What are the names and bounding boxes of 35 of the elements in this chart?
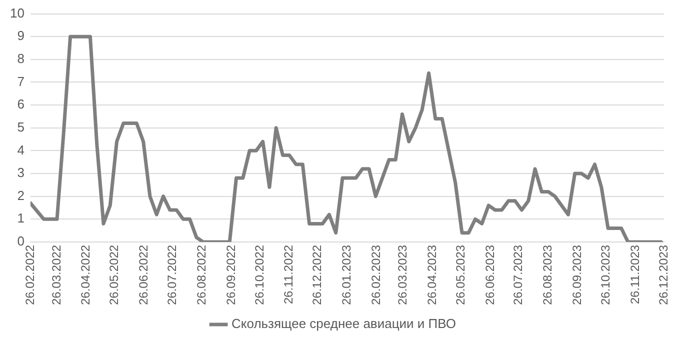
- y-tick-label: 7: [17, 74, 24, 89]
- x-tick-label: 26.10.2022: [252, 244, 266, 306]
- y-tick-label: 9: [17, 28, 24, 44]
- y-tick-label: 6: [17, 96, 24, 112]
- x-tick-label: 26.07.2023: [511, 244, 526, 306]
- x-tick-label: 26.03.2023: [396, 244, 410, 306]
- x-tick-label: 26.01.2023: [340, 244, 354, 306]
- x-tick-label: 26.06.2023: [482, 244, 497, 306]
- x-tick-label: 26.10.2023: [598, 244, 612, 306]
- y-tick-label: 3: [17, 165, 24, 180]
- x-tick-label: 26.05.2022: [107, 244, 122, 306]
- x-tick-label: 26.12.2022: [310, 244, 324, 306]
- x-tick-label: 26.04.2022: [78, 244, 93, 306]
- x-tick-label: 26.09.2023: [570, 244, 584, 306]
- y-tick-label: 4: [17, 142, 24, 158]
- y-tick-label: 0: [17, 234, 24, 249]
- y-tick-label: 2: [17, 188, 24, 203]
- y-tick-label: 5: [17, 119, 24, 134]
- y-tick-label: 8: [17, 51, 24, 66]
- x-tick-label: 26.03.2022: [49, 244, 64, 306]
- x-tick-label: 26.11.2023: [628, 244, 642, 304]
- legend-label: Скользящее среднее авиации и ПВО: [232, 316, 456, 332]
- x-tick-label: 26.12.2023: [656, 244, 670, 306]
- x-tick-label: 26.07.2022: [165, 244, 180, 306]
- x-tick-label: 26.06.2022: [136, 244, 151, 306]
- x-tick-label: 26.09.2022: [224, 244, 238, 306]
- y-tick-label: 1: [17, 210, 24, 226]
- x-tick-label: 26.04.2023: [424, 244, 439, 306]
- x-tick-label: 26.08.2023: [540, 244, 555, 306]
- x-tick-label: 26.02.2023: [368, 244, 383, 306]
- x-tick-label: 26.02.2022: [22, 244, 37, 306]
- x-tick-label: 26.08.2022: [194, 244, 208, 306]
- x-tick-label: 26.11.2022: [282, 244, 296, 304]
- x-tick-label: 26.05.2023: [453, 244, 468, 306]
- y-tick-label: 10: [10, 5, 24, 20]
